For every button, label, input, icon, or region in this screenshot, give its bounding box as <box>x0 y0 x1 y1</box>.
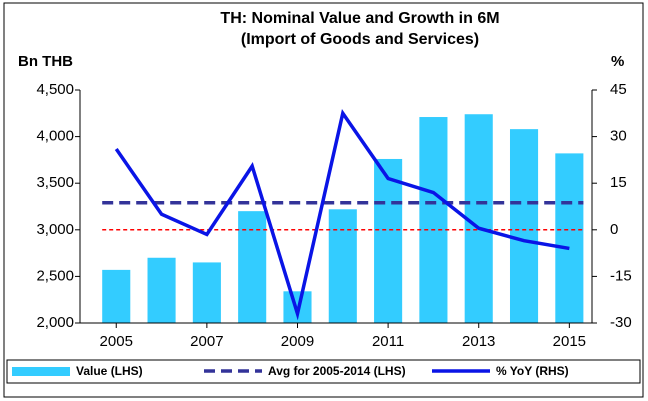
x-tick-label: 2011 <box>372 333 404 350</box>
bar <box>555 153 584 323</box>
chart-subtitle: (Import of Goods and Services) <box>241 31 479 48</box>
y-tick-label: 3,000 <box>36 221 74 238</box>
bar <box>102 269 131 323</box>
y-tick-label: 2,500 <box>36 267 74 284</box>
x-tick-label: 2013 <box>462 333 495 350</box>
y-tick-label: 2,000 <box>36 314 74 331</box>
bar <box>509 129 539 323</box>
bar <box>374 158 403 323</box>
y-tick-label: 3,500 <box>36 174 74 191</box>
x-tick-label: 2005 <box>100 333 133 350</box>
y-axis-label: Bn THB <box>18 53 73 70</box>
legend <box>6 359 641 384</box>
x-tick-label: 2009 <box>281 333 314 350</box>
bar <box>147 257 176 323</box>
y2-axis-label: % <box>611 53 624 70</box>
bar <box>238 211 267 323</box>
legend-swatch <box>12 367 70 376</box>
legend-label: Avg for 2005-2014 (LHS) <box>268 364 406 378</box>
y-tick-label: 4,500 <box>36 81 74 98</box>
bar <box>464 114 493 324</box>
y-tick-label: 4,000 <box>36 128 74 145</box>
legend-label: Value (LHS) <box>76 364 143 378</box>
bar <box>328 209 357 323</box>
legend-label: % YoY (RHS) <box>496 364 569 378</box>
bar <box>419 117 448 323</box>
x-tick-label: 2015 <box>553 333 586 350</box>
yoy-line <box>114 109 570 321</box>
y2-tick-label: 30 <box>610 128 627 145</box>
bar <box>192 262 221 323</box>
y2-tick-label: -30 <box>610 314 632 331</box>
y2-tick-label: 0 <box>610 221 618 238</box>
chart-title: TH: Nominal Value and Growth in 6M <box>220 10 499 27</box>
y2-tick-label: 15 <box>610 174 627 191</box>
x-tick-label: 2007 <box>190 333 223 350</box>
y2-tick-label: -15 <box>610 267 632 284</box>
y2-tick-label: 45 <box>610 81 627 98</box>
